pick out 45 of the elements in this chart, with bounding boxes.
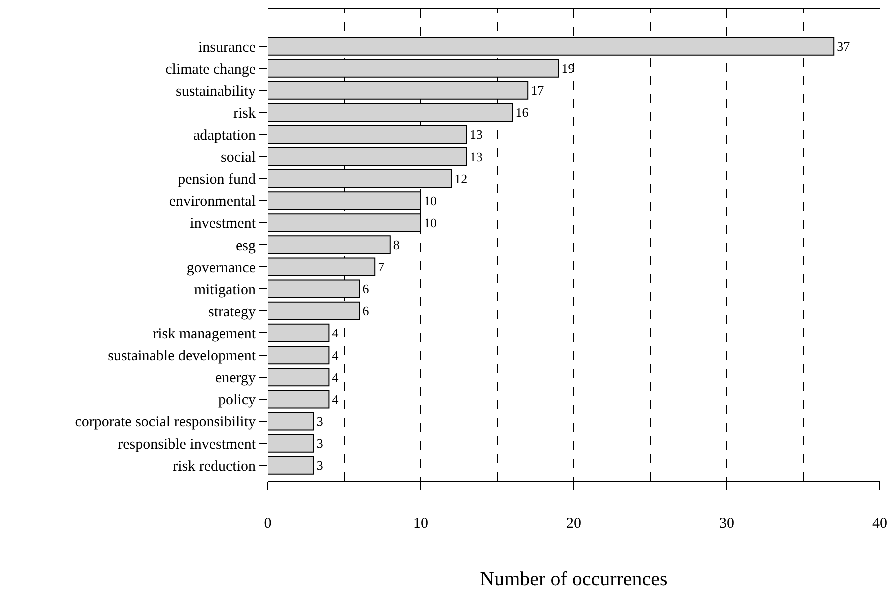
x-tick-label: 20: [566, 516, 582, 532]
y-tick-label: pension fund: [178, 172, 256, 188]
y-tick-label: governance: [186, 260, 256, 276]
data-label: 6: [362, 304, 370, 319]
data-label: 10: [424, 215, 437, 230]
y-tick-label: policy: [218, 392, 256, 409]
y-tick-label: corporate social responsibility: [75, 414, 256, 431]
y-tick-label: climate change: [166, 62, 256, 78]
y-tick-label: investment: [190, 216, 257, 232]
x-tick-label: 40: [872, 516, 888, 532]
x-tick-label: 10: [414, 516, 428, 532]
y-tick-label: sustainable development: [108, 348, 257, 365]
data-label: 8: [393, 238, 400, 252]
y-tick-label: insurance: [198, 40, 256, 56]
y-tick-label: environmental: [169, 194, 256, 210]
data-label: 17: [531, 83, 545, 98]
x-tick-label: 30: [720, 516, 734, 532]
data-label: 13: [470, 127, 483, 142]
data-label: 10: [424, 193, 437, 208]
y-tick-label: esg: [236, 238, 256, 254]
y-tick-label: mitigation: [194, 282, 256, 298]
data-label: 37: [837, 38, 851, 54]
y-tick-label: risk reduction: [173, 458, 256, 475]
data-label: 7: [378, 260, 386, 275]
data-label: 3: [316, 436, 324, 452]
data-label: 4: [332, 326, 340, 341]
data-label: 4: [332, 348, 340, 363]
data-label: 4: [332, 370, 340, 385]
data-label: 12: [454, 171, 468, 186]
data-label: 6: [362, 282, 370, 297]
data-label: 16: [516, 105, 530, 120]
y-tick-label: strategy: [208, 304, 256, 320]
x-axis-title: Number of occurrences: [480, 568, 668, 590]
data-label: 3: [316, 458, 324, 474]
data-label: 4: [332, 392, 340, 407]
x-tick-label: 0: [264, 516, 272, 532]
y-tick-label: risk: [234, 106, 256, 122]
y-tick-label: social: [221, 150, 256, 166]
y-tick-label: responsible investment: [118, 436, 257, 453]
data-label: 3: [316, 414, 324, 429]
y-tick-label: sustainability: [176, 84, 256, 100]
y-tick-label: adaptation: [194, 128, 256, 144]
y-tick-label: energy: [215, 370, 256, 387]
y-tick-label: risk management: [153, 326, 257, 342]
data-label: 13: [470, 149, 483, 164]
